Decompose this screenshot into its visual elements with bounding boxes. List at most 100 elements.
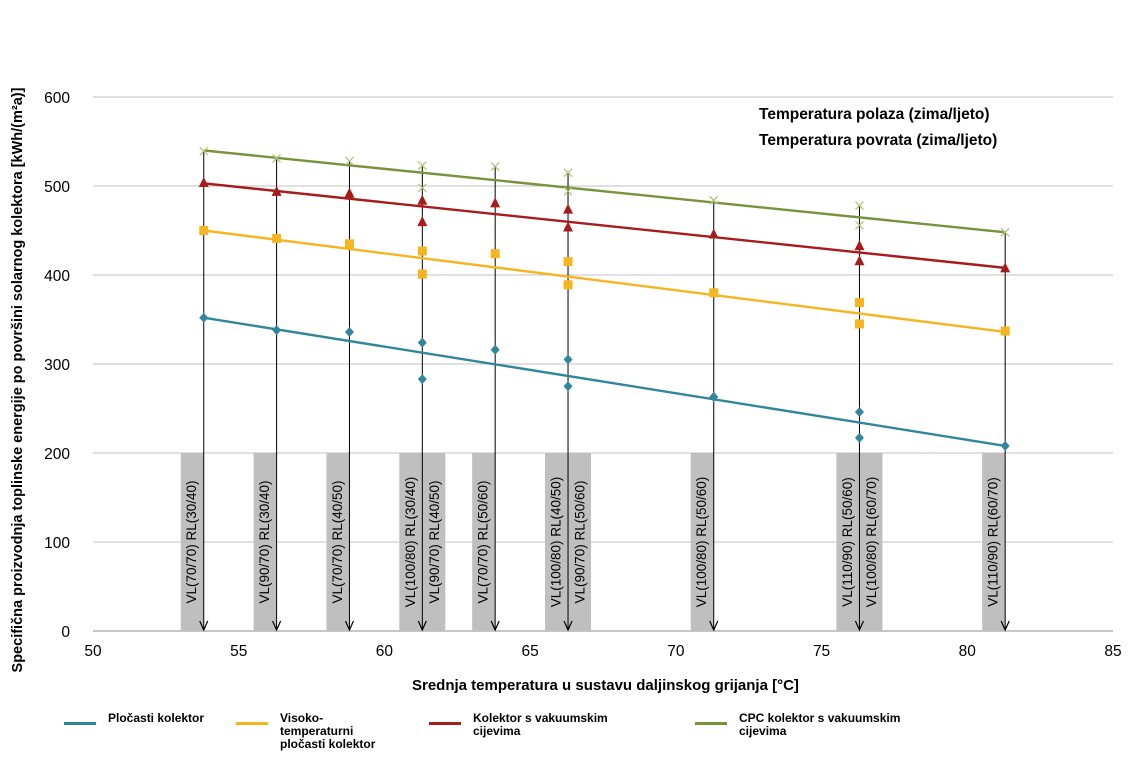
data-point	[563, 221, 574, 232]
tick-labels: 0 100 200 300 400 500 600 50 55 60 65 70 75 80 85	[44, 90, 1122, 660]
data-point	[417, 246, 427, 256]
operating-point-arrow-head	[344, 620, 355, 632]
data-point	[854, 407, 864, 418]
data-point	[417, 337, 427, 348]
data-point	[490, 249, 500, 259]
operating-point-arrow-head	[199, 620, 209, 632]
operating-point-label: VL(70/70) RL(50/60)	[476, 480, 491, 603]
trend-line-series-0	[203, 316, 1006, 448]
legend-label: Pločasti kolektor	[108, 711, 205, 725]
operating-point-arrow-head	[490, 620, 500, 632]
operating-point-label: VL(100/80) RL(50/60)	[694, 477, 709, 608]
data-point	[417, 161, 427, 170]
operating-point-arrow-head	[709, 620, 719, 632]
data-point	[563, 354, 573, 365]
legend-label: Kolektor s vakuumskim cijevima	[473, 711, 608, 738]
operating-point-arrow-head	[417, 620, 427, 632]
operating-point-arrows	[199, 151, 1010, 632]
data-point	[271, 185, 282, 196]
operating-point-band	[690, 453, 714, 631]
operating-point-band	[982, 453, 1006, 631]
data-point	[1000, 326, 1010, 336]
operating-point-label: VL(110/90) RL(50/60)	[840, 477, 855, 607]
data-point	[199, 226, 209, 235]
y-tick-label: 600	[44, 90, 70, 107]
operating-point-label: VL(100/80) RL(30/40)	[403, 477, 418, 608]
data-point	[854, 240, 865, 251]
data-point	[854, 201, 864, 211]
operating-point-band	[253, 453, 277, 631]
data-point	[272, 153, 282, 163]
annotation-return-temperature: Temperatura povrata (zima/ljeto)	[759, 132, 998, 149]
x-tick-label: 70	[667, 643, 685, 660]
x-tick-label: 85	[1104, 643, 1121, 660]
data-point	[709, 288, 719, 298]
data-point	[490, 344, 500, 355]
data-point	[272, 234, 282, 244]
operating-point-label: VL(90/70) RL(40/50)	[427, 480, 442, 603]
x-axis-label: Srednja temperatura u sustavu daljinskog…	[412, 677, 799, 694]
operating-point-band	[472, 453, 496, 631]
trend-line-series-3	[203, 149, 1006, 234]
data-point	[709, 195, 719, 205]
data-point	[854, 220, 864, 230]
operating-point-arrow-head	[1000, 620, 1010, 632]
operating-point-label: VL(110/90) RL(60/70)	[986, 477, 1001, 607]
y-tick-label: 300	[44, 357, 70, 374]
y-axis-label: Specifična proizvodnja toplinske energij…	[10, 87, 26, 673]
data-point	[1000, 262, 1011, 273]
data-point	[854, 298, 864, 308]
data-point	[563, 186, 573, 196]
data-point	[854, 432, 864, 443]
data-point	[563, 381, 573, 392]
operating-point-label: VL(70/70) RL(40/50)	[330, 480, 345, 603]
legend-swatch	[236, 722, 268, 725]
data-point	[417, 216, 428, 227]
legend-item-cpc-vacuum-tube: CPC kolektor s vakuumskim cijevima	[695, 712, 900, 738]
trend-line-series-1	[203, 229, 1006, 334]
data-point	[344, 156, 354, 166]
data-point	[490, 161, 500, 171]
operating-point-label: VL(90/70) RL(50/60)	[573, 480, 588, 603]
legend-label: CPC kolektor s vakuumskim cijevima	[739, 711, 901, 738]
y-tick-label: 400	[44, 268, 70, 285]
legend-swatch	[429, 722, 461, 725]
operating-point-label: VL(90/70) RL(30/40)	[257, 480, 272, 603]
annotation-supply-temperature: Temperatura polaza (zima/ljeto)	[759, 106, 990, 123]
x-tick-label: 75	[813, 643, 830, 660]
operating-point-arrow-head	[854, 620, 865, 632]
legend-item-flat-plate: Pločasti kolektor	[64, 712, 204, 725]
operating-point-label: VL(100/80) RL(60/70)	[864, 477, 879, 608]
data-point	[417, 183, 427, 193]
data-point	[344, 187, 355, 198]
x-tick-label: 65	[522, 643, 539, 660]
data-point	[854, 319, 864, 329]
data-point	[417, 194, 428, 205]
y-tick-label: 500	[44, 179, 70, 196]
data-point	[490, 197, 501, 208]
legend-swatch	[695, 722, 727, 725]
data-point	[709, 391, 719, 402]
data-point	[417, 269, 427, 279]
x-tick-label: 60	[376, 643, 394, 660]
legend-label: Visoko- temperaturni pločasti kolektor	[280, 711, 376, 751]
data-point	[708, 228, 719, 239]
x-tick-label: 50	[84, 643, 102, 660]
data-point	[344, 239, 354, 249]
data-point	[563, 203, 574, 214]
operating-point-band	[326, 453, 350, 631]
data-point	[272, 325, 282, 336]
y-tick-label: 200	[44, 446, 70, 463]
trend-lines	[203, 149, 1006, 448]
y-tick-label: 0	[61, 624, 70, 641]
operating-point-label: VL(70/70) RL(30/40)	[184, 480, 199, 603]
data-point	[417, 374, 427, 385]
data-markers	[198, 146, 1011, 451]
data-point	[563, 168, 573, 178]
data-point	[198, 176, 209, 187]
data-point	[199, 312, 209, 323]
operating-point-label: VL(100/80) RL(40/50)	[549, 477, 564, 608]
data-point	[344, 326, 354, 337]
y-tick-label: 100	[44, 535, 70, 552]
